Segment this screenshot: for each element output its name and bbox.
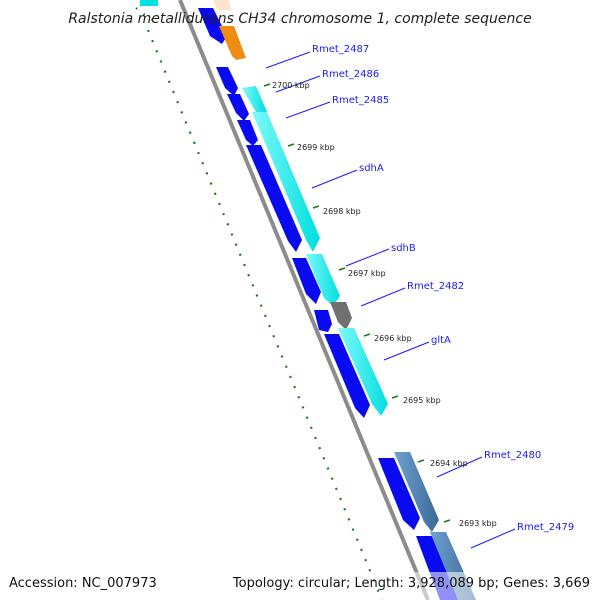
- gene-label[interactable]: Rmet_2480: [484, 450, 541, 461]
- gene-label[interactable]: Rmet_2482: [407, 281, 464, 292]
- gene-arrow: [227, 94, 249, 121]
- scale-ticks: [263, 83, 451, 523]
- gc-dot-track: [146, 29, 384, 600]
- tick-mark: [338, 267, 346, 271]
- gene-label[interactable]: Rmet_2485: [332, 95, 389, 106]
- gene-arrow: [306, 254, 340, 306]
- gene-label[interactable]: Rmet_2479: [517, 522, 574, 533]
- gene-arrow: [242, 86, 267, 118]
- tick-label: 2693 kbp: [459, 519, 497, 528]
- gene-arrow: [338, 328, 388, 416]
- tick-mark: [391, 395, 399, 399]
- leader-line: [470, 528, 516, 549]
- gene-arrow: [216, 67, 238, 96]
- leader-line: [360, 287, 406, 307]
- gene-label[interactable]: sdhB: [391, 243, 416, 254]
- gene-label[interactable]: sdhA: [359, 163, 384, 174]
- gene-arrow: [324, 334, 370, 418]
- gene-labels: Rmet_2487 Rmet_2486 Rmet_2485 sdhA sdhB …: [312, 44, 574, 533]
- gene-arrow: [292, 258, 321, 304]
- tick-label: 2699 kbp: [297, 143, 335, 152]
- gene-arrow: [314, 310, 332, 332]
- sequence-backbone: [178, 0, 430, 600]
- gene-arrow: [237, 120, 258, 146]
- accession-text: Accession: NC_007973: [9, 576, 157, 591]
- gene-arrow: [330, 302, 352, 330]
- gc-dot-track-faint: [135, 7, 153, 21]
- leader-line: [265, 51, 311, 69]
- tick-mark: [312, 205, 320, 209]
- tick-mark: [417, 459, 425, 463]
- tick-mark: [263, 83, 271, 87]
- tick-label: 2698 kbp: [323, 207, 361, 216]
- gene-label[interactable]: Rmet_2487: [312, 44, 369, 55]
- label-leaders: [265, 51, 516, 549]
- tick-mark: [363, 333, 371, 337]
- fade-overlay: [400, 572, 500, 600]
- leader-line: [345, 248, 390, 267]
- tick-label: 2696 kbp: [374, 334, 412, 343]
- tick-label: 2697 kbp: [348, 269, 386, 278]
- tick-label: 2694 kbp: [430, 459, 468, 468]
- scale-tick-labels: 2700 kbp 2699 kbp 2698 kbp 2697 kbp 2696…: [272, 81, 497, 528]
- gene-arrow: [394, 452, 439, 532]
- gene-label[interactable]: gltA: [431, 335, 451, 346]
- gene-arrow: [213, 0, 232, 10]
- leader-line: [436, 456, 483, 478]
- gene-arrow: [378, 458, 420, 530]
- gene-fragment: [140, 0, 158, 6]
- leader-line: [311, 169, 358, 189]
- summary-text: Topology: circular; Length: 3,928,089 bp…: [232, 576, 590, 591]
- tick-label: 2700 kbp: [272, 81, 310, 90]
- tick-mark: [287, 143, 295, 147]
- leader-line: [285, 101, 331, 119]
- gene-arrow: [246, 145, 302, 252]
- gene-arrow: [198, 8, 227, 44]
- tick-mark: [443, 519, 451, 523]
- leader-line: [275, 75, 321, 93]
- map-title: Ralstonia metallidurans CH34 chromosome …: [68, 11, 531, 27]
- leader-line: [383, 341, 430, 361]
- tick-label: 2695 kbp: [403, 396, 441, 405]
- gene-arrow: [252, 112, 320, 252]
- gene-arrow: [219, 26, 246, 60]
- gene-label[interactable]: Rmet_2486: [322, 69, 379, 80]
